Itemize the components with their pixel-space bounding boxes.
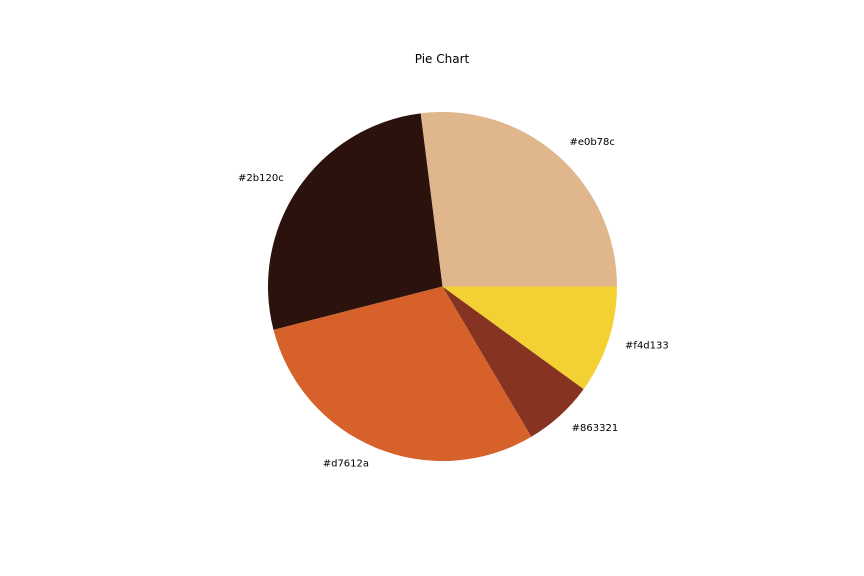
chart-title: Pie Chart	[415, 52, 470, 66]
pie-slice-label: #863321	[572, 423, 619, 434]
pie-slice	[267, 113, 443, 330]
pie-slice-label: #f4d133	[625, 340, 669, 351]
pie-slice	[442, 286, 584, 437]
pie-slice	[442, 286, 617, 390]
pie-slice-label: #d7612a	[323, 458, 369, 469]
pie-slice	[273, 286, 532, 462]
pie-slice-label: #e0b78c	[569, 137, 614, 148]
pie-slices	[267, 112, 617, 462]
pie-labels: #e0b78c #2b120c #d7612a #863321 #f4d133	[238, 137, 669, 469]
pie-slice-label: #2b120c	[238, 173, 284, 184]
pie-slice	[420, 112, 617, 287]
